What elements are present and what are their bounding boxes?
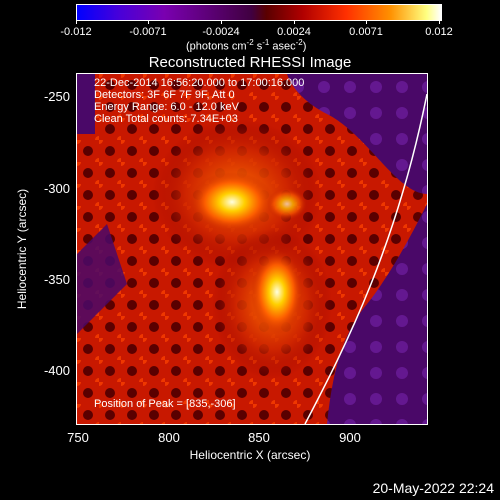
y-tick-label: -300 bbox=[43, 181, 70, 196]
x-tick-label: 800 bbox=[158, 430, 180, 445]
colorbar-tick bbox=[294, 20, 295, 24]
colorbar-tick bbox=[439, 20, 440, 24]
dark-patch bbox=[77, 74, 95, 134]
peak-source bbox=[190, 172, 274, 232]
colorbar-tick bbox=[366, 20, 367, 24]
colorbar-label: 0.0024 bbox=[277, 26, 311, 38]
x-tick-label: 850 bbox=[248, 430, 270, 445]
rhessi-image bbox=[76, 73, 428, 425]
colorbar-label: -0.0024 bbox=[202, 26, 240, 38]
purple-region-top bbox=[287, 74, 427, 194]
colorbar-tick bbox=[221, 20, 222, 24]
secondary-source bbox=[251, 250, 303, 334]
info-peak: Position of Peak = [835,-306] bbox=[94, 398, 236, 410]
image-title: Reconstructed RHESSI Image bbox=[148, 54, 352, 71]
y-tick-label: -250 bbox=[43, 89, 70, 104]
y-axis-label: Heliocentric Y (arcsec) bbox=[15, 188, 29, 310]
info-time: 22-Dec-2014 16:56:20.000 to 17:00:16.000 bbox=[94, 77, 305, 89]
colorbar-units: (photons cm-2 s-1 asec-2) bbox=[186, 38, 307, 53]
x-tick-label: 750 bbox=[67, 430, 89, 445]
colorbar-label: 0.012 bbox=[425, 26, 453, 38]
timestamp-footer: 20-May-2022 22:24 bbox=[372, 480, 494, 496]
purple-region-right bbox=[327, 204, 427, 424]
info-clean: Clean Total counts: 7.34E+03 bbox=[94, 113, 238, 125]
solar-limb bbox=[304, 93, 427, 424]
purple-region-left bbox=[77, 224, 127, 334]
colorbar bbox=[76, 4, 442, 21]
colorbar-label: -0.012 bbox=[60, 26, 92, 38]
tertiary-source bbox=[267, 188, 307, 220]
colorbar-label: 0.0071 bbox=[349, 26, 383, 38]
colorbar-tick bbox=[148, 20, 149, 24]
info-energy: Energy Range: 6.0 - 12.0 keV bbox=[94, 101, 239, 113]
x-tick-label: 900 bbox=[339, 430, 361, 445]
colorbar-tick bbox=[76, 20, 77, 24]
y-tick-label: -350 bbox=[43, 272, 70, 287]
info-detectors: Detectors: 3F 6F 7F 9F, Att 0 bbox=[94, 89, 235, 101]
y-tick-label: -400 bbox=[43, 363, 70, 378]
x-axis-label: Heliocentric X (arcsec) bbox=[189, 448, 311, 462]
colorbar-label: -0.0071 bbox=[129, 26, 167, 38]
